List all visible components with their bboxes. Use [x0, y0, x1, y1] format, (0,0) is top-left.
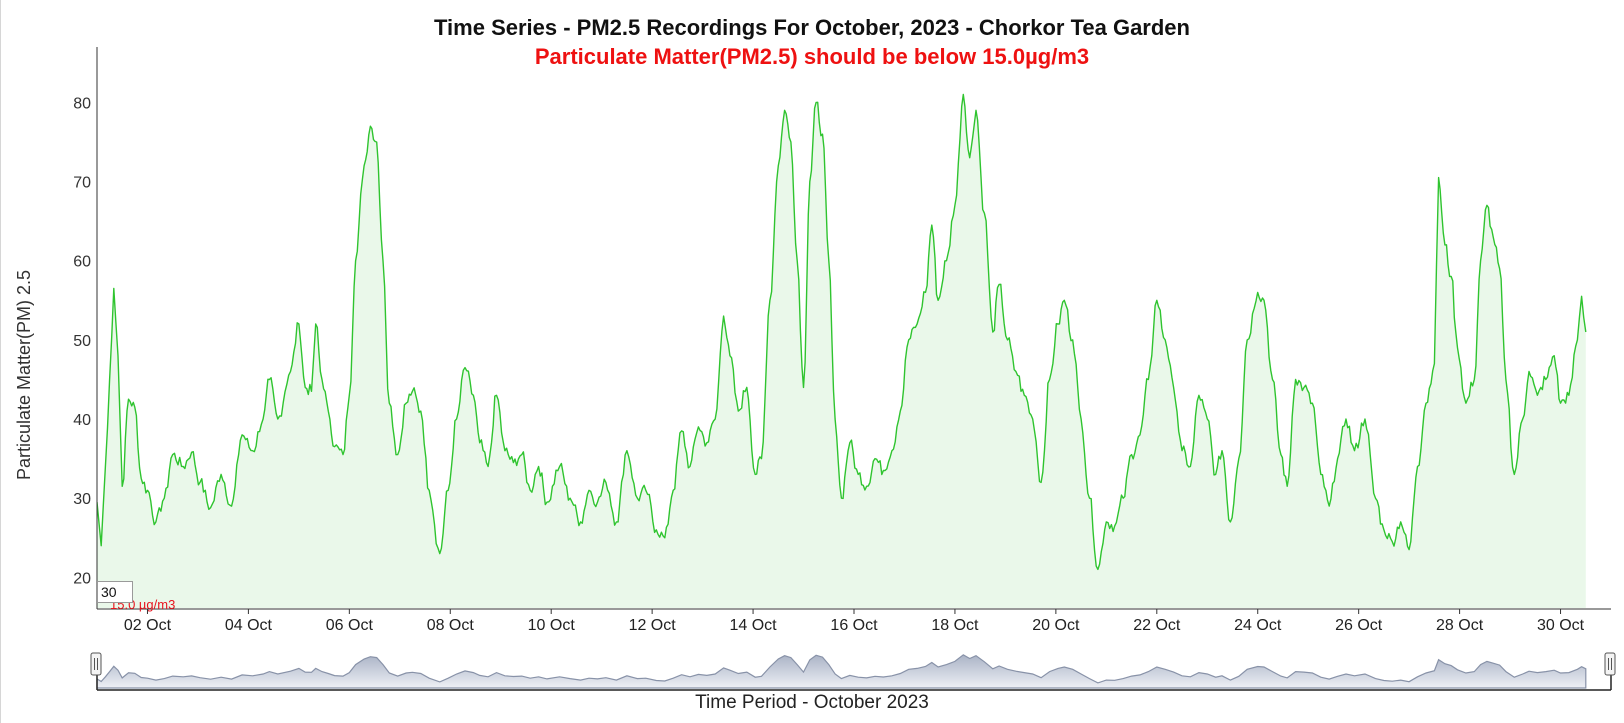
x-tick-label: 12 Oct	[629, 617, 677, 634]
navigator-left-handle[interactable]	[90, 652, 102, 676]
range-value-input[interactable]	[97, 581, 133, 603]
x-tick-label: 26 Oct	[1335, 617, 1383, 634]
y-tick-label: 80	[73, 95, 91, 112]
range-navigator[interactable]	[90, 652, 1616, 691]
y-tick-label: 50	[73, 333, 91, 350]
x-tick-label: 28 Oct	[1436, 617, 1484, 634]
navigator-right-handle[interactable]	[1604, 652, 1616, 676]
navigator-area	[96, 654, 1587, 689]
y-tick-label: 30	[73, 491, 91, 508]
x-tick-label: 30 Oct	[1537, 617, 1585, 634]
y-axis-label: Particulate Matter(PM) 2.5	[14, 270, 34, 480]
y-axis-ticks: 20 30 40 50 60 70 80	[73, 95, 91, 587]
x-tick-label: 16 Oct	[830, 617, 878, 634]
series-line	[97, 93, 1587, 571]
y-tick-label: 70	[73, 175, 91, 192]
y-tick-label: 60	[73, 254, 91, 271]
y-tick-label: 40	[73, 412, 91, 429]
x-tick-label: 04 Oct	[225, 617, 273, 634]
x-tick-label: 08 Oct	[427, 617, 475, 634]
left-border	[0, 0, 1, 723]
x-tick-label: 24 Oct	[1234, 617, 1282, 634]
chart-title: Time Series - PM2.5 Recordings For Octob…	[434, 15, 1190, 40]
x-tick-label: 18 Oct	[931, 617, 979, 634]
chart-subtitle: Particulate Matter(PM2.5) should be belo…	[535, 44, 1089, 69]
x-axis-ticks: 02 Oct 04 Oct 06 Oct 08 Oct 10 Oct 12 Oct 14 O…	[124, 609, 1585, 634]
series-area-fill	[97, 94, 1586, 608]
y-tick-label: 20	[73, 570, 91, 587]
x-tick-label: 20 Oct	[1032, 617, 1080, 634]
x-tick-label: 14 Oct	[729, 617, 777, 634]
x-tick-label: 02 Oct	[124, 617, 172, 634]
x-tick-label: 10 Oct	[528, 617, 576, 634]
x-axis-label: Time Period - October 2023	[695, 692, 929, 713]
x-tick-label: 06 Oct	[326, 617, 374, 634]
x-tick-label: 22 Oct	[1133, 617, 1181, 634]
